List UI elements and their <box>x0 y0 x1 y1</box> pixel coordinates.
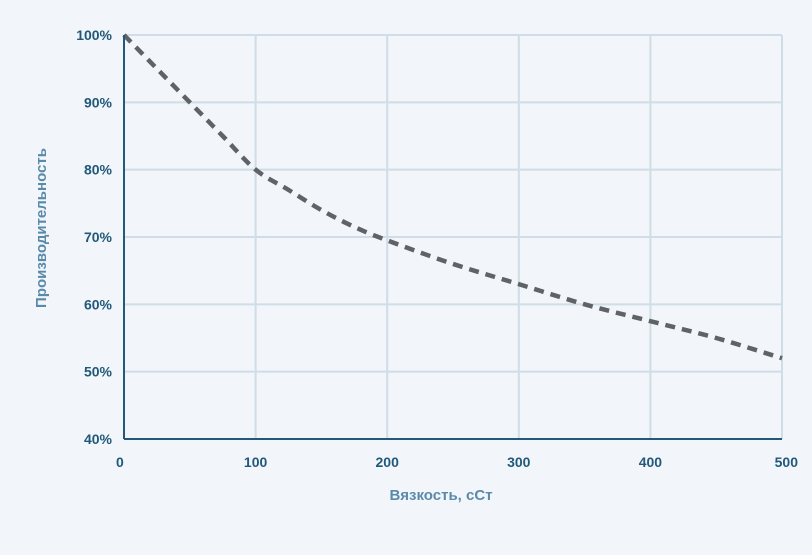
x-tick-label: 400 <box>639 454 663 470</box>
y-tick-label: 90% <box>84 94 113 110</box>
tick-labels: 0 100 200 300 400 500 40% 50% 60% 70% 80% 90% 100% <box>76 27 798 470</box>
x-tick-label: 500 <box>775 454 799 470</box>
y-axis-title: Производительность <box>33 148 50 308</box>
x-tick-label: 300 <box>507 454 531 470</box>
x-tick-label: 0 <box>116 454 124 470</box>
y-tick-label: 100% <box>76 27 112 43</box>
axes <box>123 35 782 440</box>
x-axis-title: Вязкость, сСт <box>389 487 492 504</box>
y-tick-label: 70% <box>84 229 113 245</box>
x-tick-label: 200 <box>376 454 400 470</box>
x-tick-label: 100 <box>244 454 268 470</box>
y-tick-label: 50% <box>84 364 113 380</box>
y-tick-label: 40% <box>84 431 113 447</box>
series-line-0 <box>122 33 783 361</box>
y-tick-label: 60% <box>84 296 113 312</box>
series-group <box>122 33 783 361</box>
grid <box>124 34 783 439</box>
y-tick-label: 80% <box>84 162 113 178</box>
